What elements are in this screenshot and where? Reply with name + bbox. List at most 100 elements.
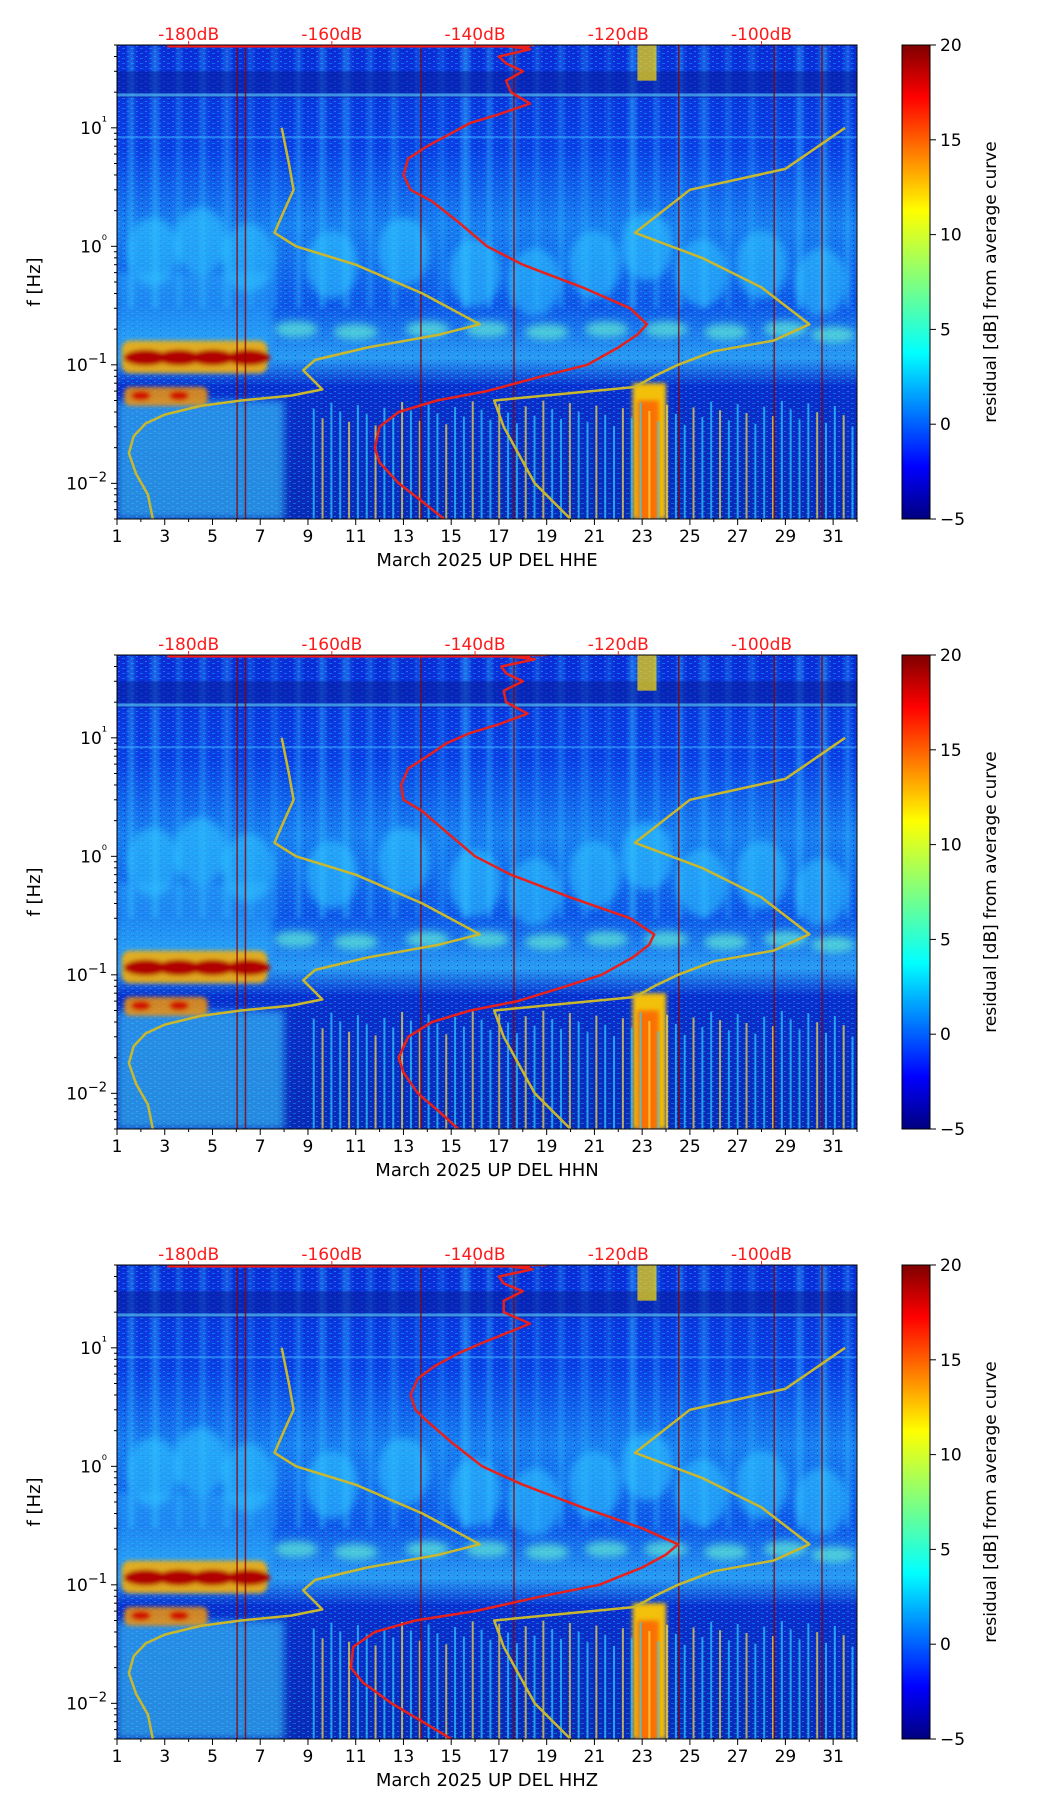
y-tick-label: 10−2 xyxy=(66,1080,107,1104)
x-tick-label: 5 xyxy=(207,1137,218,1157)
colorbar-tick-label: −5 xyxy=(940,510,965,530)
colorbar-tick-label: 10 xyxy=(940,836,962,856)
x-tick-label: 11 xyxy=(345,527,367,547)
x-axis-label: March 2025 UP DEL HHZ xyxy=(376,1770,598,1791)
x-tick-label: 29 xyxy=(775,1747,797,1767)
y-tick-label: 10⁰ xyxy=(80,1453,107,1477)
x-tick-label: 25 xyxy=(679,1137,701,1157)
x-tick-label: 15 xyxy=(440,527,462,547)
yellow-curve-3 xyxy=(492,736,846,1129)
y-tick-label: 10⁰ xyxy=(80,233,107,257)
x-tick-label: 1 xyxy=(112,527,123,547)
x-tick-label: 19 xyxy=(536,1747,558,1767)
colorbar: 20 15 10 5 0 −5 residual [dB] from average cur… xyxy=(901,36,1001,530)
db-scale-label: -160dB xyxy=(301,25,362,45)
spectrogram-image xyxy=(117,1265,857,1739)
x-tick-label: 27 xyxy=(727,1137,749,1157)
y-tick-label: 10−2 xyxy=(66,1690,107,1714)
x-tick-label: 1 xyxy=(112,1747,123,1767)
y-tick-label: 10−1 xyxy=(66,352,107,376)
x-tick-label: 21 xyxy=(584,1137,606,1157)
colorbar-tick-label: 15 xyxy=(940,741,962,761)
colorbar-tick-label: −5 xyxy=(940,1730,965,1750)
yellow-curve-2 xyxy=(127,737,482,1129)
y-tick-label: 10¹ xyxy=(80,1335,107,1359)
x-tick-label: 3 xyxy=(159,527,170,547)
x-tick-label: 29 xyxy=(775,527,797,547)
spectrogram-image xyxy=(117,45,857,519)
x-tick-label: 5 xyxy=(207,527,218,547)
x-tick-label: 13 xyxy=(393,527,415,547)
colorbar-gradient xyxy=(901,44,931,520)
red-curve-1 xyxy=(373,45,649,519)
y-tick-label: 10¹ xyxy=(80,725,107,749)
colorbar-tick-label: 15 xyxy=(940,1351,962,1371)
yellow-curve-2 xyxy=(127,1347,482,1739)
y-tick-label: 10−1 xyxy=(66,1572,107,1596)
x-tick-label: 27 xyxy=(727,1747,749,1767)
x-tick-label: 9 xyxy=(303,1747,314,1767)
y-tick-label: 10−2 xyxy=(66,470,107,494)
colorbar-tick-label: 0 xyxy=(940,1635,951,1655)
colorbar-tick-label: 15 xyxy=(940,131,962,151)
x-tick-label: 11 xyxy=(345,1747,367,1767)
y-tick-label: 10⁰ xyxy=(80,843,107,867)
x-tick-label: 5 xyxy=(207,1747,218,1767)
db-scale-label: -140dB xyxy=(445,1245,506,1265)
db-scale-label: -100dB xyxy=(731,1245,792,1265)
x-tick-label: 25 xyxy=(679,1747,701,1767)
x-tick-label: 31 xyxy=(822,527,844,547)
x-tick-label: 27 xyxy=(727,527,749,547)
x-tick-label: 21 xyxy=(584,527,606,547)
colorbar-label: residual [dB] from average curve xyxy=(981,751,1001,1032)
db-scale-label: -120dB xyxy=(588,635,649,655)
db-scale-label: -180dB xyxy=(158,1245,219,1265)
x-tick-label: 15 xyxy=(440,1137,462,1157)
colorbar-label: residual [dB] from average curve xyxy=(981,1361,1001,1642)
x-tick-label: 25 xyxy=(679,527,701,547)
x-tick-label: 17 xyxy=(488,1137,510,1157)
y-axis-label: f [Hz] xyxy=(24,1477,45,1526)
colorbar-tick-label: 20 xyxy=(940,1256,962,1276)
colorbar-tick-label: 10 xyxy=(940,1446,962,1466)
yellow-curve-2 xyxy=(127,127,482,519)
colorbar: 20 15 10 5 0 −5 residual [dB] from average cur… xyxy=(901,1256,1001,1750)
db-scale-label: -180dB xyxy=(158,635,219,655)
x-axis-label: March 2025 UP DEL HHN xyxy=(375,1160,598,1181)
db-scale-label: -100dB xyxy=(731,25,792,45)
y-tick-label: 10−1 xyxy=(66,962,107,986)
x-tick-label: 15 xyxy=(440,1747,462,1767)
spectrogram-image xyxy=(117,655,857,1129)
db-scale-label: -100dB xyxy=(731,635,792,655)
x-tick-label: 31 xyxy=(822,1137,844,1157)
red-curve-1 xyxy=(349,1265,680,1739)
x-tick-label: 31 xyxy=(822,1747,844,1767)
x-tick-label: 3 xyxy=(159,1747,170,1767)
db-scale-label: -140dB xyxy=(445,635,506,655)
colorbar-tick-label: 0 xyxy=(940,415,951,435)
colorbar-tick-label: −5 xyxy=(940,1120,965,1140)
x-tick-label: 7 xyxy=(255,1137,266,1157)
yellow-curve-3 xyxy=(492,126,846,519)
colorbar-tick-label: 0 xyxy=(940,1025,951,1045)
x-tick-label: 17 xyxy=(488,1747,510,1767)
x-tick-label: 23 xyxy=(631,1747,653,1767)
y-axis-label: f [Hz] xyxy=(24,257,45,306)
x-tick-label: 11 xyxy=(345,1137,367,1157)
db-scale-label: -140dB xyxy=(445,25,506,45)
colorbar-label: residual [dB] from average curve xyxy=(981,141,1001,422)
db-scale-label: -120dB xyxy=(588,1245,649,1265)
colorbar-gradient xyxy=(901,1264,931,1740)
colorbar: 20 15 10 5 0 −5 residual [dB] from average cur… xyxy=(901,646,1001,1140)
y-axis-label: f [Hz] xyxy=(24,867,45,916)
x-tick-label: 7 xyxy=(255,527,266,547)
db-scale-label: -160dB xyxy=(301,1245,362,1265)
x-axis-label: March 2025 UP DEL HHE xyxy=(376,550,597,571)
x-tick-label: 19 xyxy=(536,1137,558,1157)
colorbar-tick-label: 5 xyxy=(940,320,951,340)
